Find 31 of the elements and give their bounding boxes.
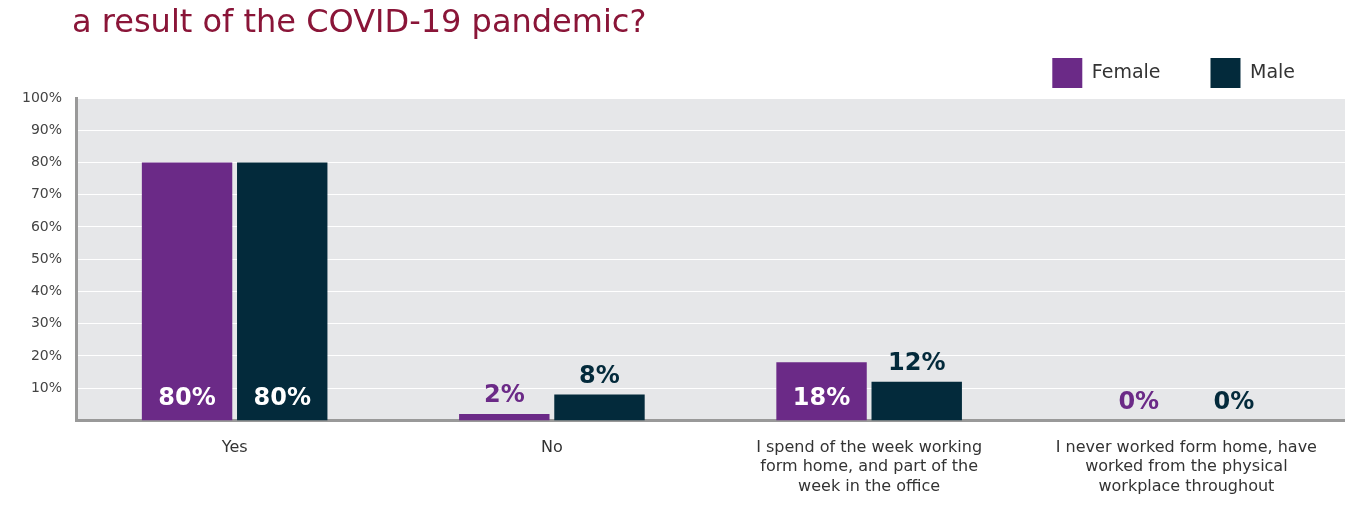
text: 18% xyxy=(792,382,851,411)
bar xyxy=(459,413,550,421)
bar xyxy=(237,162,328,421)
text: 0% xyxy=(1118,386,1160,415)
bar xyxy=(871,381,962,421)
chart-title: a result of the COVID-19 pandemic? xyxy=(72,2,647,40)
y-tick-label: 40% xyxy=(30,282,63,299)
y-tick-label: 100% xyxy=(21,88,63,105)
y-tick-label: 50% xyxy=(30,249,63,266)
text: 12% xyxy=(887,347,946,376)
x-tick-label: I never worked form home, have worked from the physical workplace throughout xyxy=(1055,437,1317,495)
y-tick-label: 30% xyxy=(30,314,63,331)
text: 0% xyxy=(1213,386,1255,415)
y-tick-label: 80% xyxy=(30,153,63,170)
text: 8% xyxy=(579,360,620,389)
y-tick-label: 90% xyxy=(30,120,63,137)
y-tick-label: 10% xyxy=(30,378,63,395)
text: 2% xyxy=(483,380,525,409)
bar xyxy=(776,362,867,421)
x-tick-label: No xyxy=(541,437,563,457)
legend-label: Female xyxy=(1091,59,1161,82)
legend-label: Male xyxy=(1250,59,1296,82)
y-tick-label: 60% xyxy=(30,217,63,234)
text: 80% xyxy=(253,382,311,411)
y-tick-label: 70% xyxy=(30,185,63,202)
bar xyxy=(141,162,233,421)
bar xyxy=(554,394,645,421)
text: 80% xyxy=(158,382,216,411)
x-tick-label: I spend of the week working form home, and part of the week in the office xyxy=(756,437,983,495)
y-tick-label: 20% xyxy=(30,346,63,363)
x-tick-label: Yes xyxy=(220,437,248,457)
